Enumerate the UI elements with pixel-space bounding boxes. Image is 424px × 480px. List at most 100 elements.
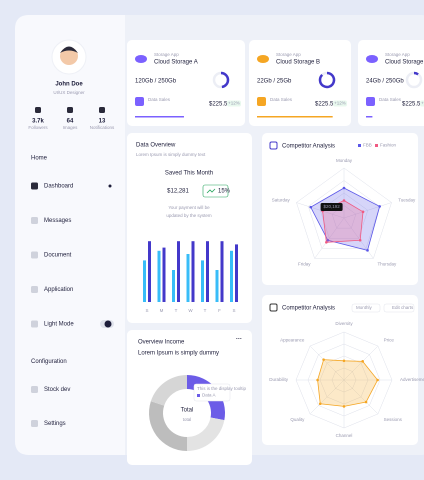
nav-item[interactable]: Settings [44, 421, 66, 427]
nav-icon [31, 286, 38, 293]
avatar-face [60, 47, 78, 65]
storage-usage: 22Gb / 25Gb [257, 79, 292, 85]
storage-icon [366, 55, 378, 63]
axis-label: Tuesday [398, 198, 416, 203]
axis-label: Durability [269, 377, 289, 382]
stat-value: 13 [99, 119, 106, 125]
donut-segment [150, 375, 187, 406]
stat-label: Images [63, 125, 79, 130]
sidebar [15, 15, 125, 455]
tooltip-swatch [197, 394, 200, 397]
dropdown[interactable] [351, 303, 381, 313]
profile-role: UI/UX Designer [53, 90, 85, 95]
nav-item[interactable]: Stock dev [44, 387, 70, 393]
radar-point [342, 199, 346, 202]
bar [230, 250, 233, 302]
storage-title: Cloud Storage A [154, 60, 198, 66]
sales-value: $225.5K [209, 102, 231, 108]
change-badge [202, 184, 229, 198]
radar-point [342, 359, 346, 363]
radar-spoke [343, 345, 379, 381]
storage-usage: 120Gb / 250Gb [135, 79, 177, 85]
stat-value: 64 [67, 119, 74, 125]
axis-label: Advertisement [400, 377, 424, 382]
sales-value: $225.5K [402, 102, 424, 108]
card-subtitle: Lorem Ipsum is simply dummy [138, 351, 219, 357]
nav-icon [31, 320, 38, 328]
axis-label: Saturday [272, 198, 291, 203]
bar [206, 241, 209, 302]
amount: $12,281 [167, 189, 189, 195]
radar-point [361, 360, 364, 363]
competitor-card [262, 295, 418, 445]
radar-point [376, 378, 379, 382]
radar-point [318, 402, 322, 406]
storage-icon [257, 55, 269, 63]
sales-label: Data Sales [379, 97, 402, 102]
profile-name: John Doe [55, 82, 83, 88]
storage-tag: Storage App [154, 52, 179, 57]
change-value: +12% [228, 101, 240, 106]
stat-icon [35, 107, 41, 113]
note: Your payment will be [168, 205, 210, 210]
change-value: 15% [218, 189, 231, 195]
section-title: Configuration [31, 359, 67, 365]
change-badge [227, 100, 241, 107]
card-subtitle: Lorem Ipsum is simply dummy text [136, 152, 206, 157]
radar-spoke [314, 217, 345, 259]
bar [191, 241, 195, 302]
radar-spoke [343, 202, 392, 219]
card-title: Competitor Analysis [282, 144, 335, 150]
note: updated by the system [166, 213, 212, 218]
radar-point [326, 238, 330, 242]
card-title: Data Overview [136, 143, 176, 149]
radar-point [364, 400, 368, 404]
axis-label: Price [384, 338, 395, 343]
radar-spoke [343, 379, 379, 415]
bar [215, 270, 219, 302]
nav-item[interactable]: Dashboard [44, 184, 73, 190]
stat-icon [67, 107, 73, 113]
storage-tag: Storage App [385, 52, 410, 57]
tooltip-text: $20,192 [323, 204, 340, 209]
radar-grid [296, 167, 392, 259]
bar [177, 241, 180, 302]
nav-icon [31, 217, 38, 224]
tooltip [193, 383, 231, 402]
section-title: Home [31, 156, 48, 162]
bar [172, 270, 175, 302]
legend-swatch [375, 144, 378, 147]
nav-item[interactable]: Document [44, 253, 72, 259]
edit-button[interactable] [383, 303, 415, 313]
radar-grid [331, 205, 357, 229]
sales-icon [366, 97, 375, 106]
change-value: +12% [334, 101, 346, 106]
radar-point [366, 249, 369, 252]
radar-point [322, 358, 325, 361]
sales-label: Data Sales [270, 97, 293, 102]
bar [235, 244, 238, 302]
radar-point [342, 186, 346, 190]
progress-ring [413, 71, 419, 76]
bar [201, 260, 204, 302]
radar-grid [308, 180, 380, 249]
trend-icon [206, 188, 216, 194]
nav-item[interactable]: Light Mode [44, 322, 74, 328]
bar [162, 247, 166, 302]
radar-point [325, 240, 328, 244]
saved-label: Saved This Month [165, 171, 213, 177]
bar [148, 241, 151, 302]
x-tick-label: T [175, 308, 178, 313]
progress-ring [318, 71, 336, 89]
nav-item[interactable]: Application [44, 287, 73, 293]
progress-line [257, 116, 333, 118]
donut-segment [148, 401, 187, 451]
bar [186, 254, 190, 302]
nav-item[interactable]: Messages [44, 218, 71, 224]
card-icon [269, 303, 278, 312]
card-title: Competitor Analysis [282, 306, 335, 312]
axis-label: Friday [298, 261, 311, 266]
progress-line [366, 116, 373, 118]
more: ··· [236, 337, 242, 343]
